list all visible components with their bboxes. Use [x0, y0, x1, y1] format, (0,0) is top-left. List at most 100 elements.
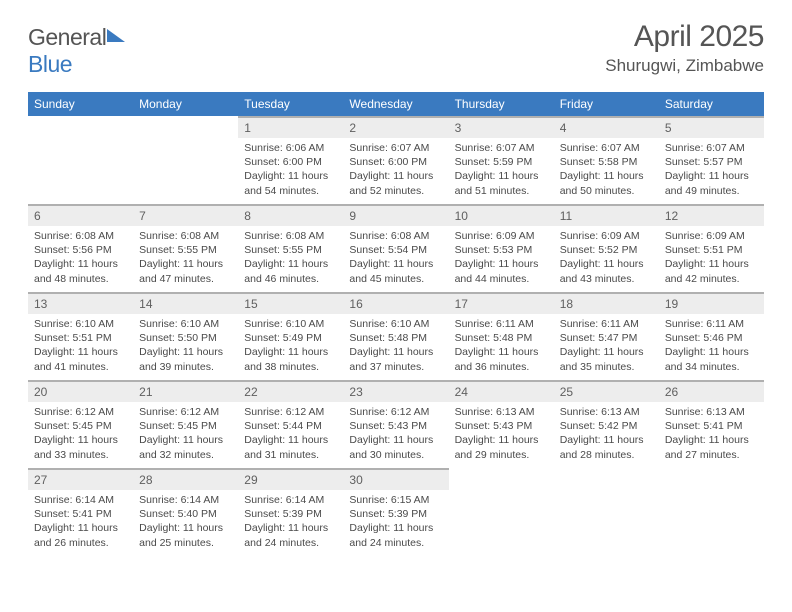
- daylight-line: Daylight: 11 hours and 42 minutes.: [665, 257, 758, 285]
- day-details: Sunrise: 6:14 AMSunset: 5:41 PMDaylight:…: [28, 490, 133, 554]
- day-details: Sunrise: 6:12 AMSunset: 5:44 PMDaylight:…: [238, 402, 343, 466]
- day-number: 25: [554, 380, 659, 402]
- daylight-line: Daylight: 11 hours and 41 minutes.: [34, 345, 127, 373]
- sunset-line: Sunset: 5:48 PM: [455, 331, 548, 345]
- sunset-line: Sunset: 5:47 PM: [560, 331, 653, 345]
- sunrise-line: Sunrise: 6:07 AM: [455, 141, 548, 155]
- sunrise-line: Sunrise: 6:09 AM: [665, 229, 758, 243]
- daylight-line: Daylight: 11 hours and 37 minutes.: [349, 345, 442, 373]
- day-number: 12: [659, 204, 764, 226]
- calendar-day-cell: 8Sunrise: 6:08 AMSunset: 5:55 PMDaylight…: [238, 204, 343, 292]
- day-number: 23: [343, 380, 448, 402]
- day-number: 11: [554, 204, 659, 226]
- sunrise-line: Sunrise: 6:15 AM: [349, 493, 442, 507]
- calendar-day-cell: 26Sunrise: 6:13 AMSunset: 5:41 PMDayligh…: [659, 380, 764, 468]
- day-number: 15: [238, 292, 343, 314]
- daylight-line: Daylight: 11 hours and 34 minutes.: [665, 345, 758, 373]
- sunset-line: Sunset: 5:43 PM: [455, 419, 548, 433]
- calendar-week-row: 27Sunrise: 6:14 AMSunset: 5:41 PMDayligh…: [28, 468, 764, 556]
- day-number: 16: [343, 292, 448, 314]
- sunrise-line: Sunrise: 6:08 AM: [34, 229, 127, 243]
- daylight-line: Daylight: 11 hours and 25 minutes.: [139, 521, 232, 549]
- sunrise-line: Sunrise: 6:10 AM: [349, 317, 442, 331]
- calendar-day-cell: 11Sunrise: 6:09 AMSunset: 5:52 PMDayligh…: [554, 204, 659, 292]
- daylight-line: Daylight: 11 hours and 51 minutes.: [455, 169, 548, 197]
- sunset-line: Sunset: 5:56 PM: [34, 243, 127, 257]
- sunset-line: Sunset: 5:39 PM: [244, 507, 337, 521]
- calendar-day-cell: 3Sunrise: 6:07 AMSunset: 5:59 PMDaylight…: [449, 116, 554, 204]
- day-details: Sunrise: 6:12 AMSunset: 5:43 PMDaylight:…: [343, 402, 448, 466]
- sunrise-line: Sunrise: 6:11 AM: [455, 317, 548, 331]
- day-details: Sunrise: 6:11 AMSunset: 5:46 PMDaylight:…: [659, 314, 764, 378]
- sunset-line: Sunset: 5:52 PM: [560, 243, 653, 257]
- day-details: Sunrise: 6:07 AMSunset: 5:57 PMDaylight:…: [659, 138, 764, 202]
- daylight-line: Daylight: 11 hours and 35 minutes.: [560, 345, 653, 373]
- calendar-day-cell: 4Sunrise: 6:07 AMSunset: 5:58 PMDaylight…: [554, 116, 659, 204]
- calendar-day-cell: 28Sunrise: 6:14 AMSunset: 5:40 PMDayligh…: [133, 468, 238, 556]
- daylight-line: Daylight: 11 hours and 47 minutes.: [139, 257, 232, 285]
- sunset-line: Sunset: 5:39 PM: [349, 507, 442, 521]
- calendar-page: General Blue April 2025 Shurugwi, Zimbab…: [0, 0, 792, 576]
- day-number: 22: [238, 380, 343, 402]
- brand-triangle-icon: [107, 29, 125, 42]
- daylight-line: Daylight: 11 hours and 46 minutes.: [244, 257, 337, 285]
- daylight-line: Daylight: 11 hours and 43 minutes.: [560, 257, 653, 285]
- day-number: 24: [449, 380, 554, 402]
- daylight-line: Daylight: 11 hours and 30 minutes.: [349, 433, 442, 461]
- day-details: Sunrise: 6:11 AMSunset: 5:48 PMDaylight:…: [449, 314, 554, 378]
- sunset-line: Sunset: 5:51 PM: [34, 331, 127, 345]
- sunset-line: Sunset: 5:40 PM: [139, 507, 232, 521]
- day-details: Sunrise: 6:15 AMSunset: 5:39 PMDaylight:…: [343, 490, 448, 554]
- calendar-day-cell: 5Sunrise: 6:07 AMSunset: 5:57 PMDaylight…: [659, 116, 764, 204]
- day-details: Sunrise: 6:14 AMSunset: 5:40 PMDaylight:…: [133, 490, 238, 554]
- day-details: Sunrise: 6:09 AMSunset: 5:51 PMDaylight:…: [659, 226, 764, 290]
- sunset-line: Sunset: 5:53 PM: [455, 243, 548, 257]
- sunrise-line: Sunrise: 6:12 AM: [139, 405, 232, 419]
- day-number: 5: [659, 116, 764, 138]
- sunset-line: Sunset: 5:46 PM: [665, 331, 758, 345]
- weekday-header: Sunday: [28, 92, 133, 116]
- day-number: 14: [133, 292, 238, 314]
- daylight-line: Daylight: 11 hours and 44 minutes.: [455, 257, 548, 285]
- sunrise-line: Sunrise: 6:08 AM: [244, 229, 337, 243]
- daylight-line: Daylight: 11 hours and 49 minutes.: [665, 169, 758, 197]
- day-number: 13: [28, 292, 133, 314]
- daylight-line: Daylight: 11 hours and 29 minutes.: [455, 433, 548, 461]
- sunrise-line: Sunrise: 6:10 AM: [34, 317, 127, 331]
- day-number: 6: [28, 204, 133, 226]
- day-number: 2: [343, 116, 448, 138]
- brand-logo: General Blue: [28, 24, 125, 78]
- calendar-day-cell: 6 Sunrise: 6:08 AMSunset: 5:56 PMDaylight…: [28, 204, 133, 292]
- daylight-line: Daylight: 11 hours and 33 minutes.: [34, 433, 127, 461]
- day-number: 9: [343, 204, 448, 226]
- calendar-day-cell: 19Sunrise: 6:11 AMSunset: 5:46 PMDayligh…: [659, 292, 764, 380]
- daylight-line: Daylight: 11 hours and 48 minutes.: [34, 257, 127, 285]
- day-number: 3: [449, 116, 554, 138]
- calendar-day-cell: 27Sunrise: 6:14 AMSunset: 5:41 PMDayligh…: [28, 468, 133, 556]
- sunrise-line: Sunrise: 6:11 AM: [665, 317, 758, 331]
- sunset-line: Sunset: 5:54 PM: [349, 243, 442, 257]
- sunset-line: Sunset: 5:45 PM: [34, 419, 127, 433]
- daylight-line: Daylight: 11 hours and 32 minutes.: [139, 433, 232, 461]
- day-details: Sunrise: 6:10 AMSunset: 5:49 PMDaylight:…: [238, 314, 343, 378]
- location: Shurugwi, Zimbabwe: [605, 56, 764, 76]
- calendar-day-cell: 30Sunrise: 6:15 AMSunset: 5:39 PMDayligh…: [343, 468, 448, 556]
- day-number: 18: [554, 292, 659, 314]
- sunset-line: Sunset: 5:45 PM: [139, 419, 232, 433]
- day-number: 10: [449, 204, 554, 226]
- sunset-line: Sunset: 6:00 PM: [244, 155, 337, 169]
- day-details: Sunrise: 6:13 AMSunset: 5:43 PMDaylight:…: [449, 402, 554, 466]
- sunset-line: Sunset: 5:49 PM: [244, 331, 337, 345]
- calendar-day-cell: 17Sunrise: 6:11 AMSunset: 5:48 PMDayligh…: [449, 292, 554, 380]
- sunset-line: Sunset: 5:50 PM: [139, 331, 232, 345]
- daylight-line: Daylight: 11 hours and 45 minutes.: [349, 257, 442, 285]
- day-details: Sunrise: 6:06 AMSunset: 6:00 PMDaylight:…: [238, 138, 343, 202]
- sunset-line: Sunset: 5:55 PM: [139, 243, 232, 257]
- day-details: Sunrise: 6:09 AMSunset: 5:52 PMDaylight:…: [554, 226, 659, 290]
- brand-part2: Blue: [28, 51, 72, 77]
- sunrise-line: Sunrise: 6:09 AM: [560, 229, 653, 243]
- calendar-day-cell: 25Sunrise: 6:13 AMSunset: 5:42 PMDayligh…: [554, 380, 659, 468]
- calendar-table: SundayMondayTuesdayWednesdayThursdayFrid…: [28, 92, 764, 556]
- calendar-empty-cell: [659, 468, 764, 556]
- sunrise-line: Sunrise: 6:14 AM: [139, 493, 232, 507]
